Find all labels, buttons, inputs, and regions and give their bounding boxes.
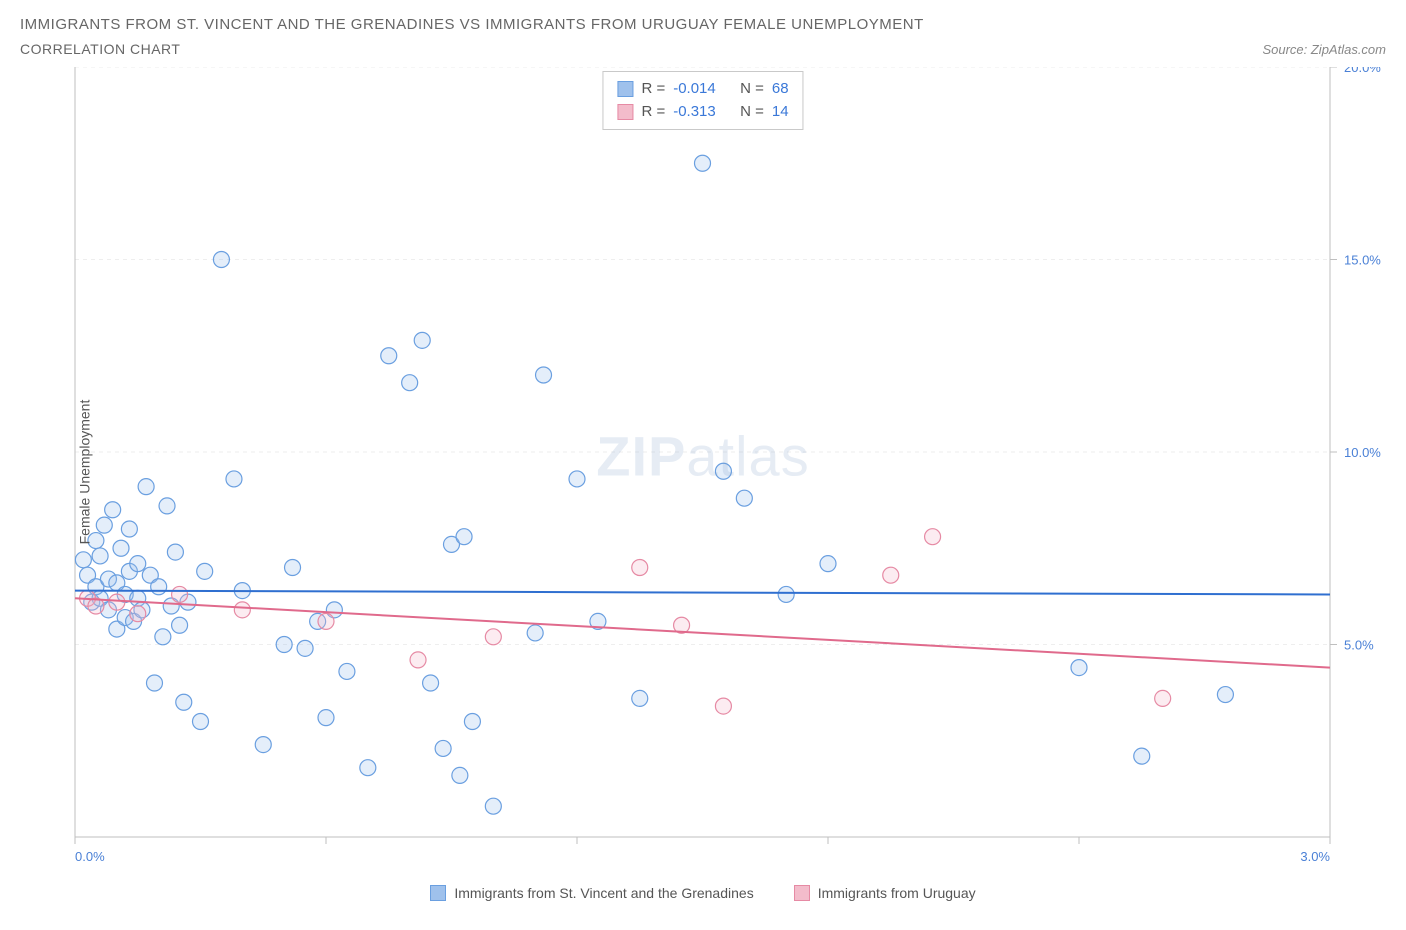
svg-text:15.0%: 15.0% — [1344, 253, 1381, 268]
source-attribution: Source: ZipAtlas.com — [1262, 42, 1386, 57]
r-label-a: R = — [641, 78, 665, 101]
bottom-legend: Immigrants from St. Vincent and the Gren… — [20, 885, 1386, 901]
swatch-series-a-bottom — [430, 885, 446, 901]
n-label-b: N = — [740, 101, 764, 124]
scatter-plot-svg: 0.0% 3.0% 5.0% 10.0% 15.0% 20.0% — [20, 67, 1386, 877]
r-label-b: R = — [641, 101, 665, 124]
subtitle: CORRELATION CHART — [20, 41, 180, 57]
legend-stats-row-a: R = -0.014 N = 68 — [617, 78, 788, 101]
swatch-series-a — [617, 81, 633, 97]
y-axis-label: Female Unemployment — [76, 400, 92, 545]
legend-stats-row-b: R = -0.313 N = 14 — [617, 101, 788, 124]
r-value-b: -0.313 — [673, 101, 716, 124]
r-value-a: -0.014 — [673, 78, 716, 101]
swatch-series-b-bottom — [794, 885, 810, 901]
legend-item-a: Immigrants from St. Vincent and the Gren… — [430, 885, 753, 901]
svg-text:3.0%: 3.0% — [1300, 849, 1330, 864]
svg-text:10.0%: 10.0% — [1344, 445, 1381, 460]
n-label-a: N = — [740, 78, 764, 101]
svg-text:0.0%: 0.0% — [75, 849, 105, 864]
legend-label-b: Immigrants from Uruguay — [818, 885, 976, 901]
source-link[interactable]: ZipAtlas.com — [1311, 42, 1386, 57]
swatch-series-b — [617, 104, 633, 120]
svg-text:5.0%: 5.0% — [1344, 638, 1374, 653]
source-prefix: Source: — [1262, 42, 1310, 57]
n-value-b: 14 — [772, 101, 789, 124]
legend-label-a: Immigrants from St. Vincent and the Gren… — [454, 885, 753, 901]
n-value-a: 68 — [772, 78, 789, 101]
page-title: IMMIGRANTS FROM ST. VINCENT AND THE GREN… — [20, 16, 1386, 33]
legend-item-b: Immigrants from Uruguay — [794, 885, 976, 901]
correlation-chart: Female Unemployment 0.0% 3.0% 5.0% 10.0% 15.… — [20, 67, 1386, 877]
subtitle-row: CORRELATION CHART Source: ZipAtlas.com — [20, 41, 1386, 57]
svg-text:20.0%: 20.0% — [1344, 67, 1381, 75]
legend-stats-box: R = -0.014 N = 68 R = -0.313 N = 14 — [602, 71, 803, 130]
